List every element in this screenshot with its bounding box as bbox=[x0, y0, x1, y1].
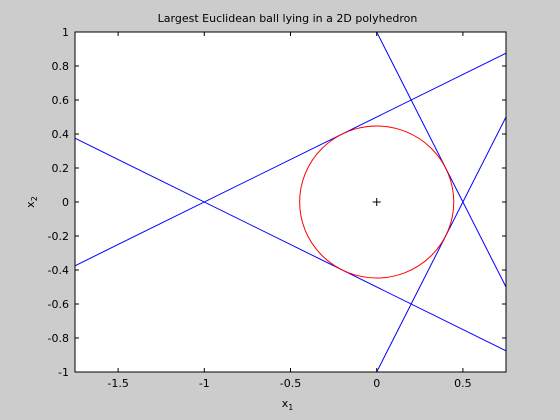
constraint-line-4 bbox=[376, 116, 506, 372]
y-tick-label: 1 bbox=[62, 26, 69, 39]
inscribed-ball bbox=[299, 125, 455, 279]
y-tick-label: -0.6 bbox=[48, 298, 69, 311]
x-axis-label: x1 bbox=[282, 397, 294, 412]
y-tick-label: 0 bbox=[62, 196, 69, 209]
data-marks bbox=[75, 32, 506, 372]
y-axis-label-base: x bbox=[24, 201, 37, 208]
plot-area bbox=[75, 32, 506, 372]
y-tick-label: 0.6 bbox=[52, 94, 70, 107]
y-tick-label: 0.4 bbox=[52, 128, 70, 141]
y-axis-label: x2 bbox=[24, 196, 39, 208]
y-axis-label-subscript: 2 bbox=[30, 196, 39, 201]
y-tick-label: -0.4 bbox=[48, 264, 69, 277]
center-marker bbox=[372, 198, 381, 206]
x-tick-label: 0.5 bbox=[454, 377, 472, 390]
x-tick-label: 0 bbox=[373, 377, 380, 390]
y-tick-label: -0.8 bbox=[48, 332, 69, 345]
plot-clip bbox=[75, 32, 506, 372]
x-axis-label-base: x bbox=[282, 397, 289, 410]
y-tick-label: 0.8 bbox=[52, 60, 70, 73]
y-tick-label: -0.2 bbox=[48, 230, 69, 243]
constraint-line-1 bbox=[75, 52, 506, 267]
constraint-line-3 bbox=[376, 32, 506, 288]
y-tick-label: 0.2 bbox=[52, 162, 70, 175]
x-tick-label: -1.5 bbox=[107, 377, 128, 390]
chart-title: Largest Euclidean ball lying in a 2D pol… bbox=[158, 12, 418, 25]
axis-ticks: -1.5 -1 -0.5 0 0.5 -1 -0.8 -0.6 -0.4 -0.2 0 0.2 0.4 0… bbox=[48, 26, 506, 390]
constraint-line-2 bbox=[75, 137, 506, 352]
x-tick-label: -0.5 bbox=[280, 377, 301, 390]
x-tick-label: -1 bbox=[199, 377, 210, 390]
x-axis-label-subscript: 1 bbox=[288, 403, 293, 412]
y-tick-label: -1 bbox=[58, 366, 69, 379]
